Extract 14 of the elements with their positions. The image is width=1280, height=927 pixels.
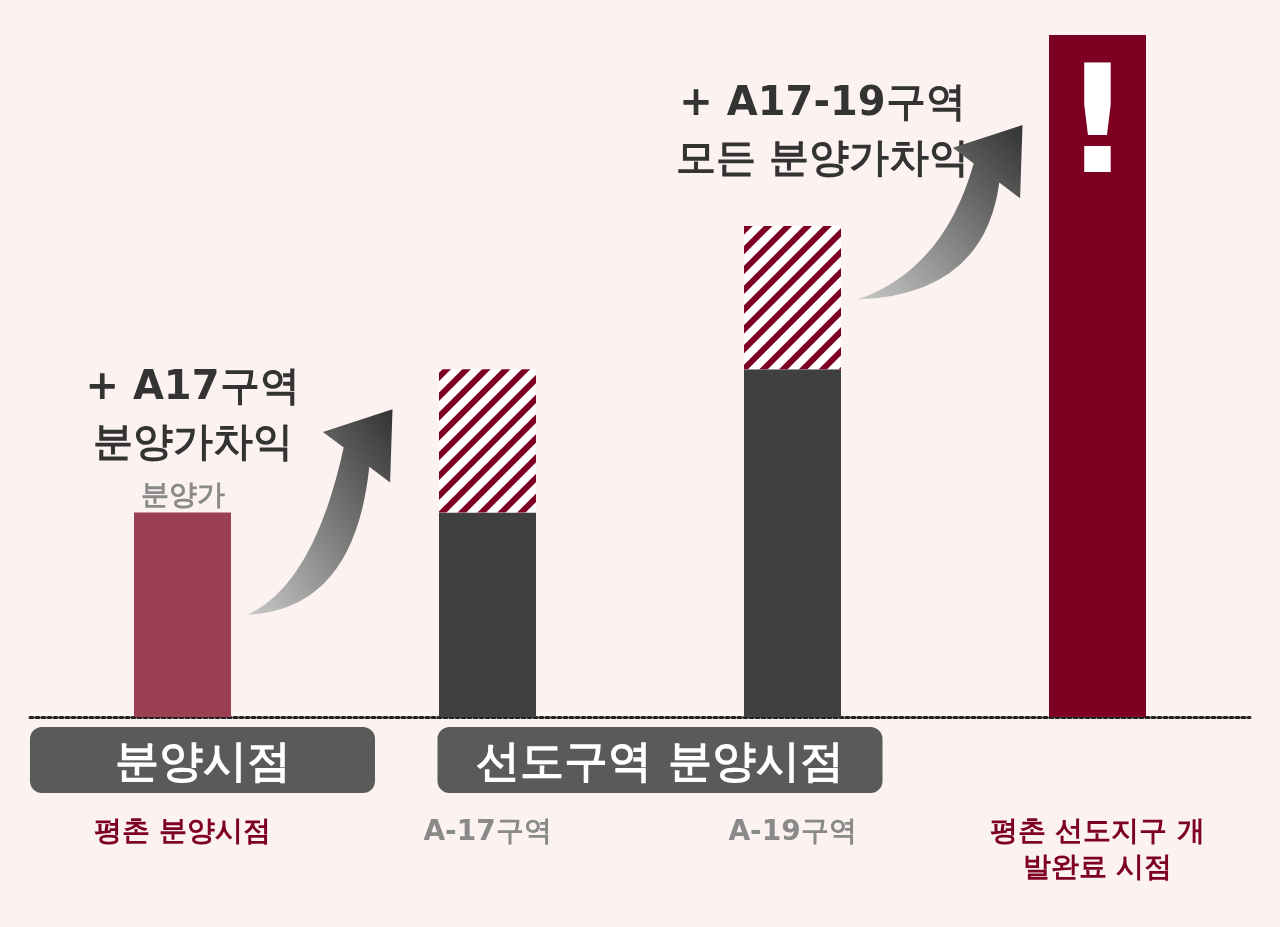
bar	[439, 512, 536, 717]
x-tick-label: A-17구역	[423, 813, 552, 847]
annotation: + A17구역 분양가차익	[85, 362, 300, 465]
bar	[1049, 35, 1146, 717]
bar	[134, 512, 231, 717]
x-tick-label: A-19구역	[728, 813, 857, 847]
x-tick-label: 평촌 선도지구 개발완료 시점	[989, 813, 1206, 883]
annotation: 분양가	[140, 477, 225, 511]
text: 선도구역 분양시점	[476, 734, 844, 786]
annotation: !	[1063, 33, 1132, 208]
text: 분양시점	[114, 734, 291, 786]
annotation: + A17-19구역 모든 분양가차익	[675, 78, 970, 180]
x-tick-label: 평촌 분양시점	[93, 813, 272, 847]
bar	[744, 369, 841, 717]
